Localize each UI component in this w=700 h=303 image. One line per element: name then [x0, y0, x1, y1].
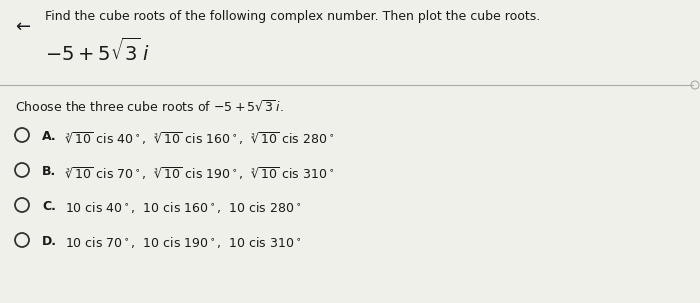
Text: Find the cube roots of the following complex number. Then plot the cube roots.: Find the cube roots of the following com…: [45, 10, 540, 23]
Text: D.: D.: [42, 235, 57, 248]
Text: $\sqrt[3]{10}$ cis 70$^\circ$,  $\sqrt[3]{10}$ cis 190$^\circ$,  $\sqrt[3]{10}$ : $\sqrt[3]{10}$ cis 70$^\circ$, $\sqrt[3]…: [65, 165, 334, 182]
Text: Choose the three cube roots of $-5+5\sqrt{3}\,i$.: Choose the three cube roots of $-5+5\sqr…: [15, 100, 284, 115]
Text: C.: C.: [42, 200, 56, 213]
Text: $\sqrt[3]{10}$ cis 40$^\circ$,  $\sqrt[3]{10}$ cis 160$^\circ$,  $\sqrt[3]{10}$ : $\sqrt[3]{10}$ cis 40$^\circ$, $\sqrt[3]…: [65, 130, 334, 147]
Text: ←: ←: [15, 18, 30, 36]
Text: A.: A.: [42, 130, 57, 143]
Text: 10 cis 40$^\circ$,  10 cis 160$^\circ$,  10 cis 280$^\circ$: 10 cis 40$^\circ$, 10 cis 160$^\circ$, 1…: [65, 200, 301, 215]
Text: 10 cis 70$^\circ$,  10 cis 190$^\circ$,  10 cis 310$^\circ$: 10 cis 70$^\circ$, 10 cis 190$^\circ$, 1…: [65, 235, 301, 250]
Text: $-5+5\sqrt{3}\,i$: $-5+5\sqrt{3}\,i$: [45, 38, 149, 65]
Text: B.: B.: [42, 165, 56, 178]
